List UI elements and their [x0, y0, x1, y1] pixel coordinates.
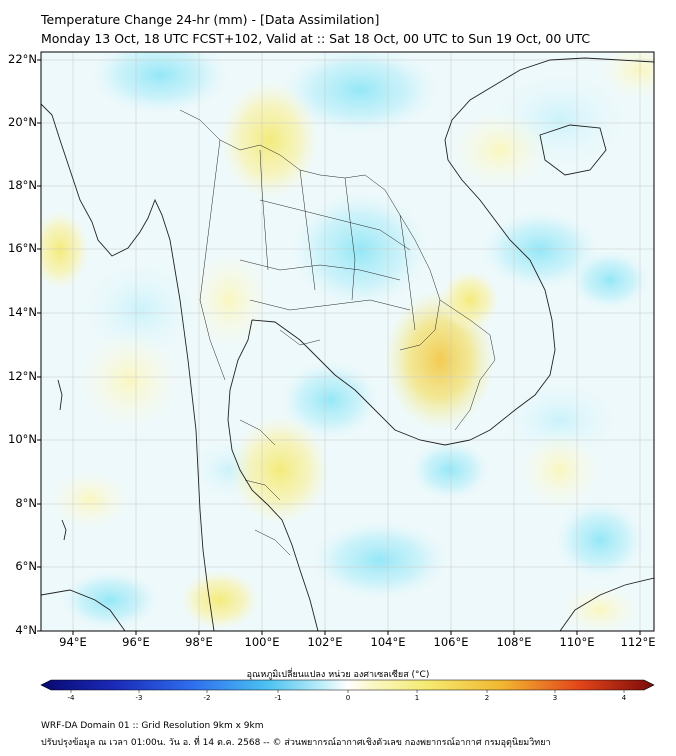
- lon-label: 102°E: [307, 635, 343, 649]
- lat-label: 10°N: [8, 432, 37, 446]
- lon-label: 96°E: [122, 635, 150, 649]
- colorbar: [40, 679, 655, 693]
- temperature-field: [41, 52, 654, 631]
- lat-label: 16°N: [8, 241, 37, 255]
- lon-label: 98°E: [185, 635, 213, 649]
- lat-label: 12°N: [8, 369, 37, 383]
- colorbar-tick: 2: [484, 694, 490, 702]
- axis-ticks: [37, 59, 641, 635]
- colorbar-tick: 0: [345, 694, 351, 702]
- colorbar-tick: -2: [203, 694, 211, 702]
- colorbar-tick: -3: [135, 694, 143, 702]
- lon-label: 112°E: [620, 635, 656, 649]
- colorbar-tick: -1: [274, 694, 282, 702]
- lon-label: 100°E: [244, 635, 280, 649]
- province-borders: [179, 109, 496, 556]
- map-frame: [40, 51, 655, 632]
- colorbar-title: อุณหภูมิเปลี่ยนแปลง หน่วย องศาเซลเซียส (…: [246, 670, 430, 680]
- lon-label: 110°E: [559, 635, 595, 649]
- lat-label: 14°N: [8, 305, 37, 319]
- lon-label: 104°E: [370, 635, 406, 649]
- colorbar-tick: 4: [621, 694, 627, 702]
- footer-model-info: WRF-DA Domain 01 :: Grid Resolution 9km …: [41, 721, 264, 731]
- coastlines: [41, 57, 654, 631]
- colorbar-tick: 3: [552, 694, 558, 702]
- map-subtitle: Monday 13 Oct, 18 UTC FCST+102, Valid at…: [41, 31, 591, 46]
- lon-label: 108°E: [496, 635, 532, 649]
- lon-label: 94°E: [59, 635, 87, 649]
- lat-label: 4°N: [15, 623, 37, 637]
- footer-credit: ปรับปรุงข้อมูล ณ เวลา 01:00น. วัน อ. ที่…: [41, 738, 551, 748]
- lat-label: 20°N: [8, 115, 37, 129]
- lat-label: 8°N: [15, 496, 37, 510]
- colorbar-tick: -4: [67, 694, 75, 702]
- colorbar-tick: 1: [414, 694, 420, 702]
- graticule: [41, 52, 654, 631]
- lon-label: 106°E: [433, 635, 469, 649]
- map-title: Temperature Change 24-hr (mm) - [Data As…: [41, 12, 380, 27]
- lat-label: 18°N: [8, 178, 37, 192]
- lat-label: 6°N: [15, 559, 37, 573]
- lat-label: 22°N: [8, 52, 37, 66]
